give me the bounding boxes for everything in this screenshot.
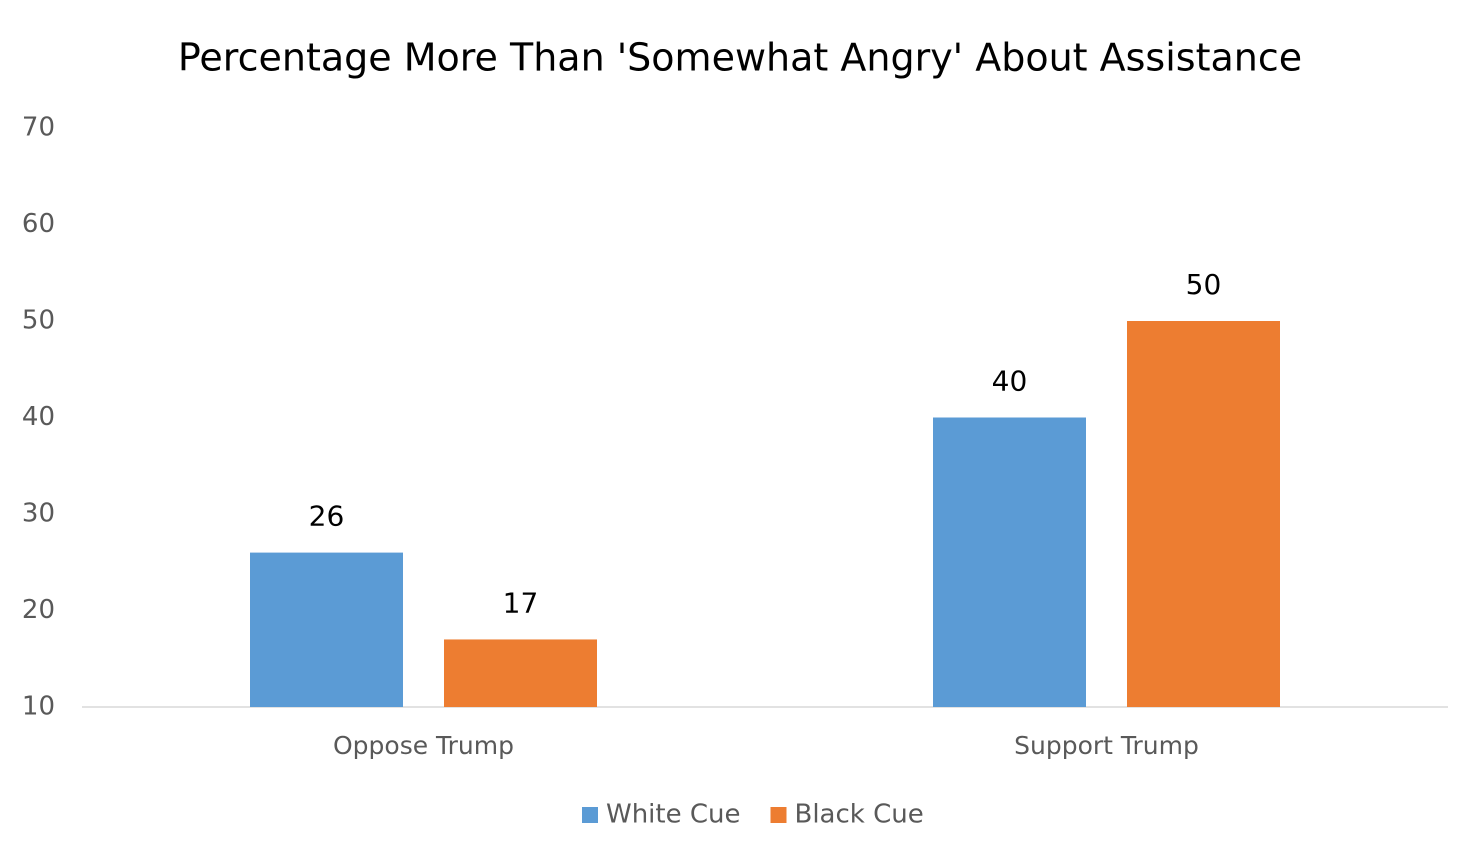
bar — [1127, 321, 1280, 707]
x-tick-label: Oppose Trump — [333, 731, 514, 760]
x-tick-label: Support Trump — [1014, 731, 1199, 760]
bar — [444, 639, 597, 707]
chart-title: Percentage More Than 'Somewhat Angry' Ab… — [178, 36, 1302, 80]
y-tick-label: 60 — [22, 209, 55, 239]
value-label: 40 — [992, 365, 1028, 398]
legend-swatch — [770, 807, 787, 823]
value-label: 17 — [503, 586, 539, 619]
legend-swatch — [582, 807, 598, 823]
value-label: 26 — [309, 500, 345, 533]
legend-label: Black Cue — [795, 800, 924, 830]
bar — [933, 417, 1086, 707]
y-tick-label: 50 — [22, 306, 55, 336]
legend-label: White Cue — [606, 800, 741, 830]
bar — [250, 552, 403, 707]
y-tick-label: 20 — [22, 595, 55, 625]
y-tick-label: 30 — [22, 499, 55, 529]
y-tick-label: 10 — [22, 692, 55, 722]
y-tick-label: 40 — [22, 402, 55, 432]
value-label: 50 — [1186, 268, 1222, 301]
y-tick-label: 70 — [22, 113, 55, 143]
